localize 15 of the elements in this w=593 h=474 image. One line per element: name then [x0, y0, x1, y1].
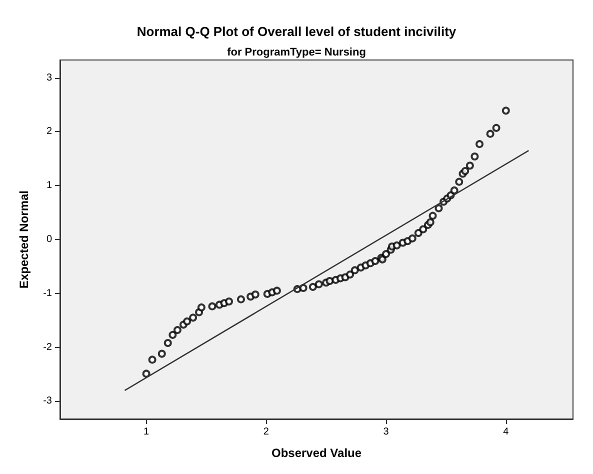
y-tick-label: -1	[43, 288, 52, 299]
y-tick-label: 3	[46, 72, 52, 84]
y-tick-label: 1	[46, 180, 52, 192]
y-tick-label: 2	[46, 126, 52, 138]
x-tick-label: 3	[383, 426, 390, 438]
chart-subtitle: for ProgramType= Nursing	[227, 46, 366, 58]
chart-title: Normal Q-Q Plot of Overall level of student incivility	[136, 24, 457, 39]
x-tick-label: 4	[503, 426, 510, 438]
x-tick-label: 1	[144, 426, 150, 438]
x-tick-label: 2	[263, 426, 270, 438]
y-tick-label: -3	[43, 396, 52, 407]
x-axis-title: Observed Value	[271, 446, 362, 460]
y-tick-label: 0	[46, 234, 52, 245]
y-tick-label: -2	[43, 342, 52, 353]
y-axis-title: Expected Normal	[17, 190, 31, 289]
